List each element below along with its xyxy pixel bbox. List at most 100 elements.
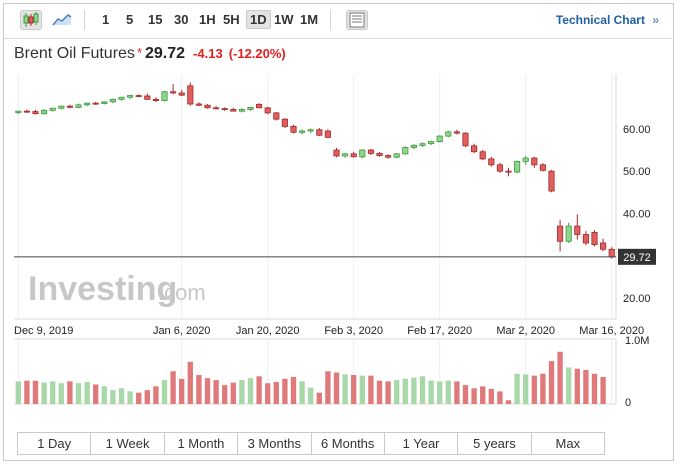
- area-chart-icon[interactable]: [51, 10, 73, 30]
- volume-bar: [127, 391, 133, 404]
- candle: [127, 95, 134, 99]
- candlestick-series: [15, 82, 615, 259]
- candle-body: [256, 104, 263, 109]
- last-price-tag-label: 29.72: [623, 252, 651, 264]
- range-3-months[interactable]: 3 Months: [238, 433, 312, 454]
- candle-body: [462, 132, 469, 147]
- candle-body: [264, 107, 271, 114]
- volume-bar: [566, 367, 572, 404]
- candle-body: [84, 102, 91, 106]
- candle: [505, 167, 512, 177]
- volume-bar: [282, 378, 288, 404]
- interval-1[interactable]: 1: [102, 12, 110, 27]
- candle: [462, 132, 469, 148]
- interval-5[interactable]: 5: [126, 12, 134, 27]
- interval-1m[interactable]: 1M: [300, 12, 319, 27]
- candle-body: [565, 225, 572, 242]
- volume-bar: [523, 374, 529, 404]
- candle: [92, 101, 99, 105]
- toolbar-separator: [84, 10, 85, 30]
- date-tick-label: Feb 3, 2020: [324, 325, 383, 337]
- candlestick-chart-icon[interactable]: [20, 10, 42, 30]
- investing-watermark: Investing .com: [28, 270, 206, 308]
- candle: [75, 103, 82, 109]
- volume-bar: [230, 382, 236, 404]
- interval-5h[interactable]: 5H: [223, 12, 240, 27]
- candle-body: [92, 102, 99, 105]
- candle-body: [273, 112, 280, 120]
- volume-bar: [58, 383, 64, 404]
- volume-bar: [480, 386, 486, 404]
- candle: [307, 128, 314, 134]
- candle: [230, 107, 237, 112]
- candle-body: [539, 164, 546, 171]
- range-5-years[interactable]: 5 years: [458, 433, 532, 454]
- price-change-percent: (-12.20%): [228, 46, 286, 61]
- candle: [281, 117, 288, 129]
- candle: [109, 98, 116, 104]
- candle: [565, 222, 572, 243]
- range-1-week[interactable]: 1 Week: [91, 433, 165, 454]
- volume-bar: [462, 385, 469, 404]
- range-1-year[interactable]: 1 Year: [385, 433, 459, 454]
- chart-grid: [14, 74, 617, 405]
- chart-widget: 1 5 15 30 1H 5H 1D 1W 1M Technical Chart…: [3, 3, 674, 461]
- candle: [299, 129, 306, 135]
- candle: [342, 152, 349, 159]
- watermark-suffix: .com: [158, 280, 206, 305]
- candle: [290, 124, 297, 134]
- candle-body: [109, 98, 116, 103]
- volume-bar: [196, 375, 202, 404]
- candle-body: [41, 109, 48, 115]
- candle-body: [608, 248, 615, 258]
- volume-bar: [437, 381, 443, 404]
- instrument-header: Brent Oil Futures * 29.72 -4.13 (-12.20%): [14, 45, 292, 67]
- range-max[interactable]: Max: [555, 436, 581, 451]
- candle: [273, 112, 280, 121]
- volume-bar: [136, 392, 142, 404]
- volume-bar: [101, 386, 107, 404]
- volume-tick-label: 0: [625, 397, 631, 409]
- volume-bar: [204, 378, 211, 404]
- volume-bar: [419, 376, 426, 404]
- range-6-months[interactable]: 6 Months: [312, 433, 385, 454]
- candle: [324, 129, 331, 139]
- range-1-month[interactable]: 1 Month: [165, 433, 239, 454]
- candle-body: [574, 225, 581, 235]
- volume-bar: [514, 373, 520, 404]
- volume-bar: [445, 380, 451, 404]
- candle: [204, 103, 211, 109]
- candle-body: [488, 158, 495, 166]
- interval-15[interactable]: 15: [148, 12, 163, 27]
- candle: [58, 105, 65, 110]
- candle: [66, 104, 73, 109]
- candle-body: [591, 232, 598, 246]
- volume-bar: [351, 375, 357, 404]
- volume-bar: [247, 378, 254, 404]
- technical-chart-link[interactable]: Technical Chart »: [556, 13, 659, 27]
- candle: [187, 82, 194, 106]
- panel-icon[interactable]: [346, 10, 368, 30]
- candle: [453, 129, 460, 135]
- volume-bar: [290, 376, 297, 404]
- candle-body: [367, 149, 374, 154]
- candle-body: [187, 85, 194, 105]
- candle-body: [582, 234, 589, 244]
- interval-30[interactable]: 30: [174, 12, 189, 27]
- interval-1w[interactable]: 1W: [274, 12, 294, 27]
- volume-bar: [548, 361, 555, 404]
- candle: [393, 152, 400, 159]
- candle-body: [32, 111, 39, 115]
- toolbar-separator: [330, 10, 331, 30]
- candle: [84, 102, 91, 107]
- candle-body: [281, 118, 288, 127]
- candle: [436, 135, 443, 143]
- interval-1d[interactable]: 1D: [246, 10, 271, 29]
- price-change: -4.13: [193, 46, 223, 61]
- candle: [256, 103, 263, 109]
- candle: [213, 106, 220, 110]
- candle-body: [75, 104, 82, 108]
- range-1-day[interactable]: 1 Day: [18, 433, 92, 454]
- candle-body: [307, 129, 314, 132]
- interval-1h[interactable]: 1H: [199, 12, 216, 27]
